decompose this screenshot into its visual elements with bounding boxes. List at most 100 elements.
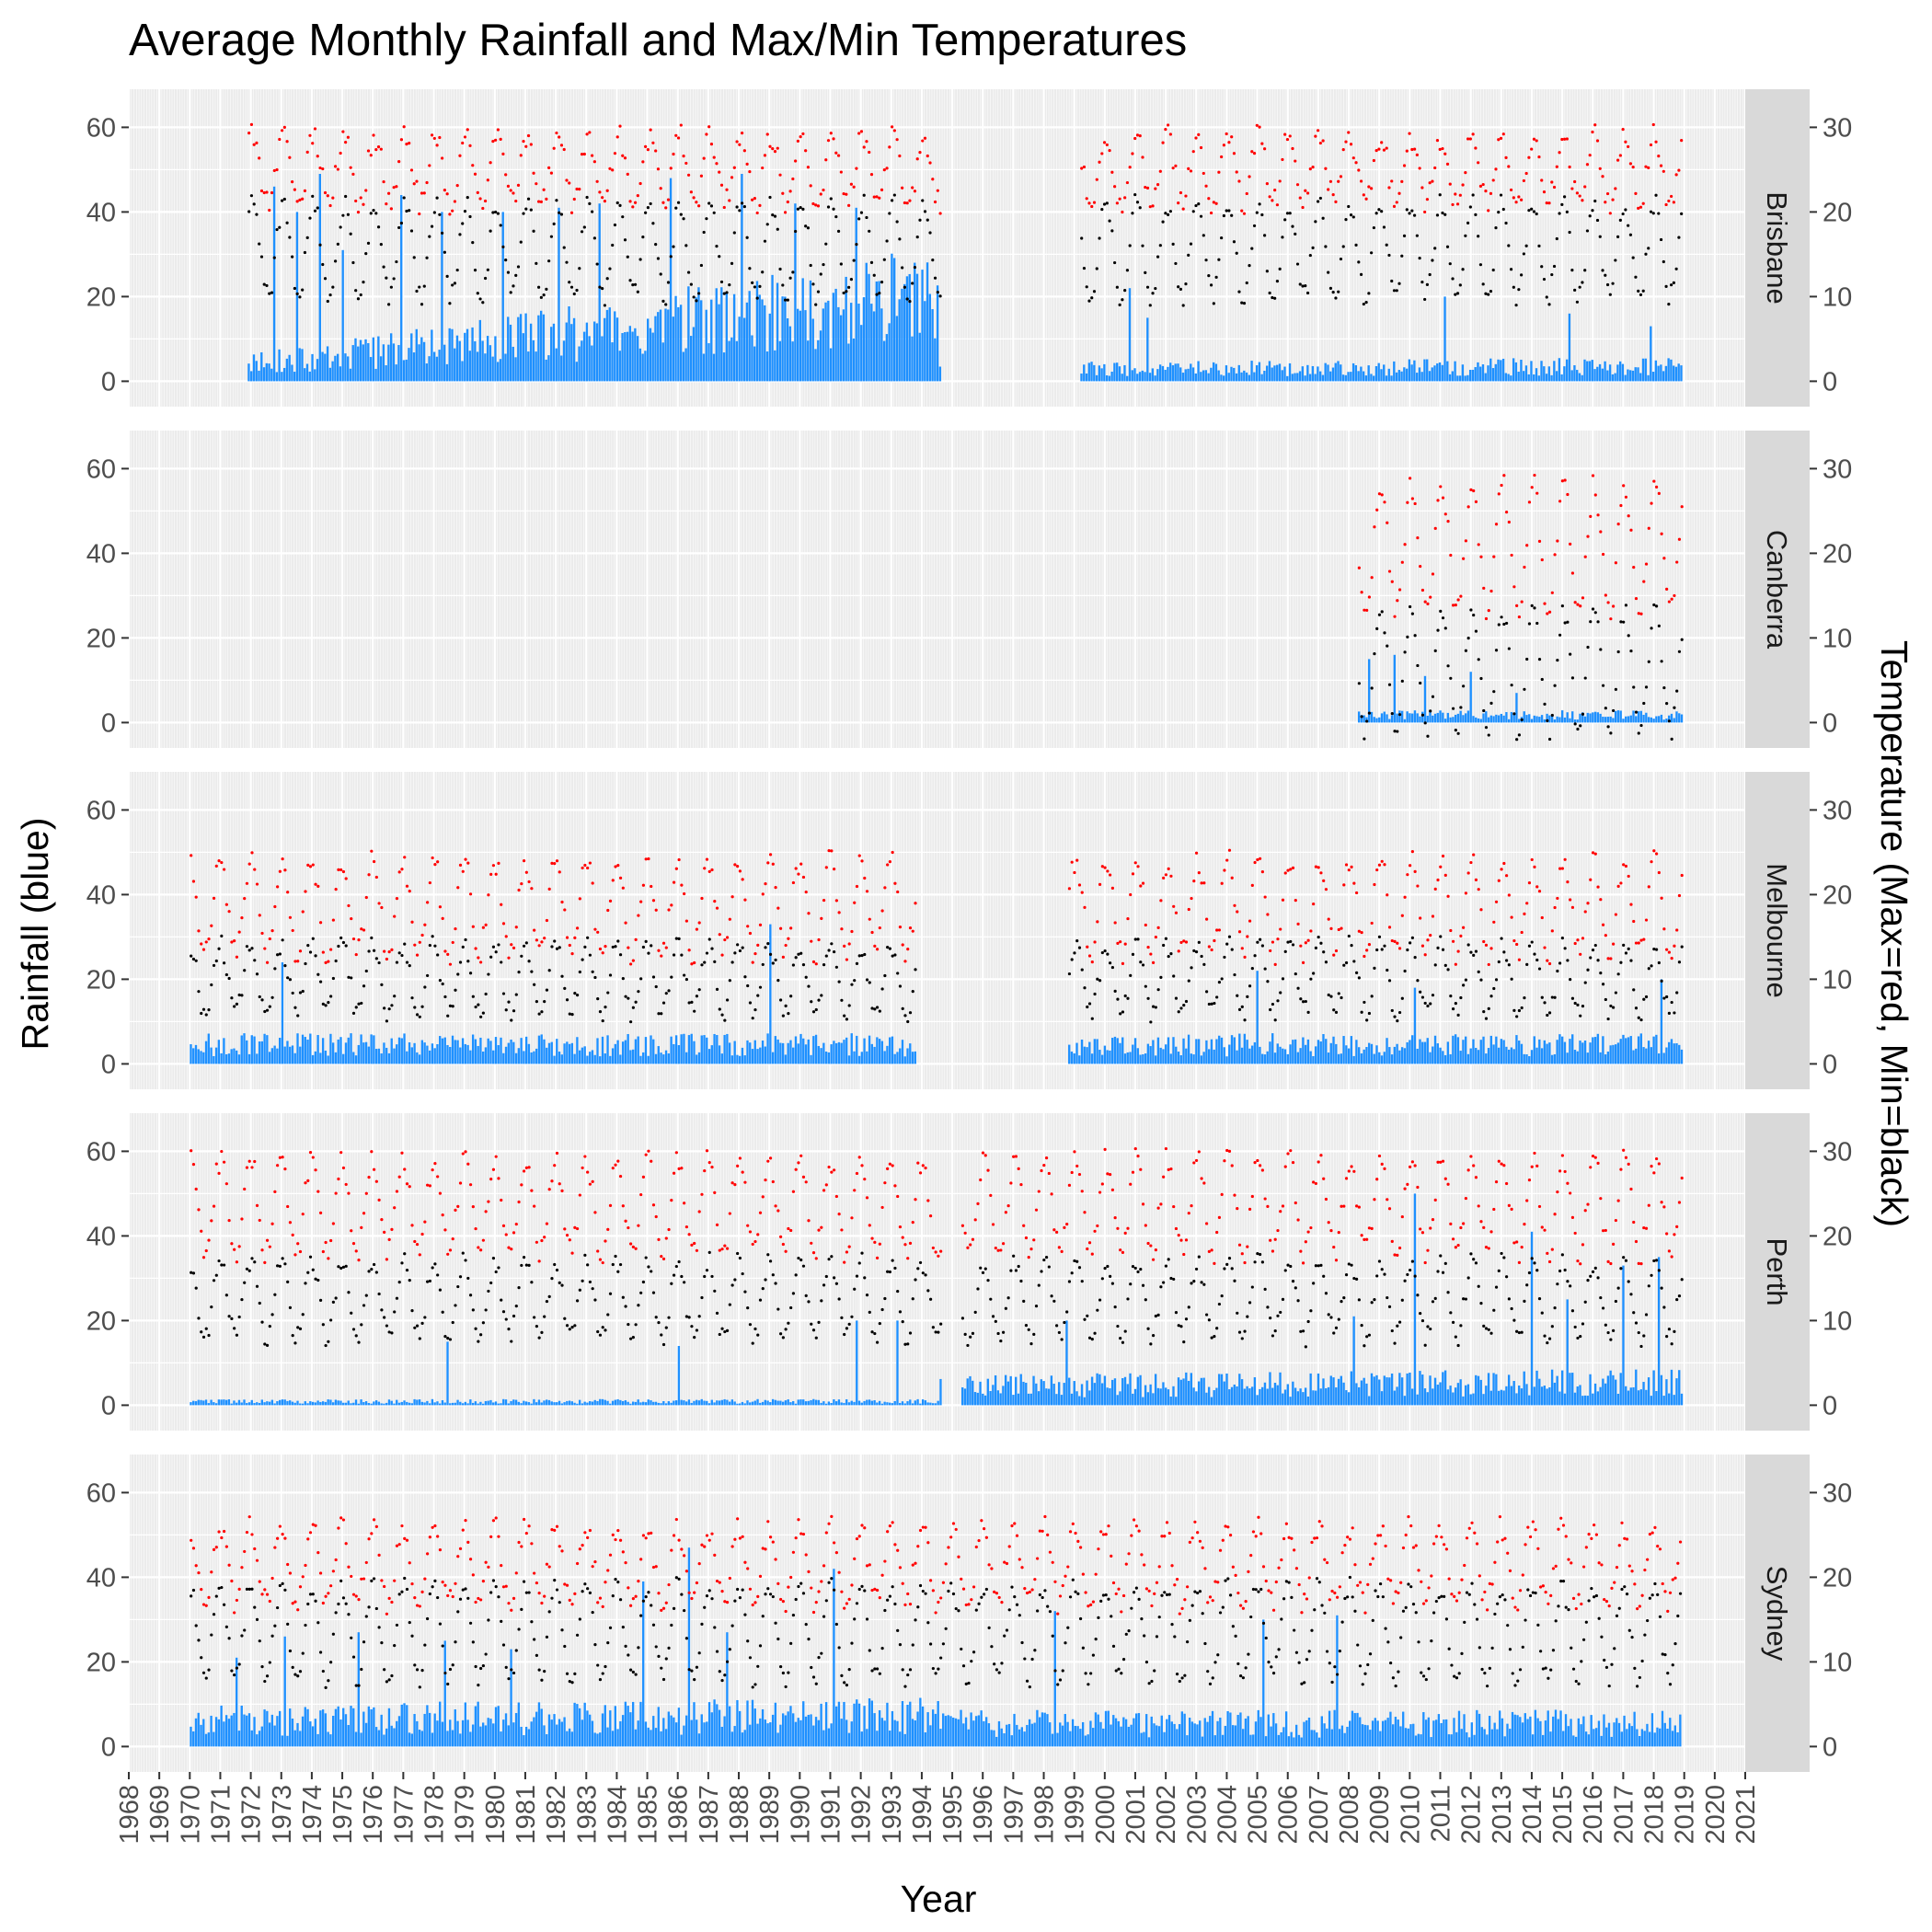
rainfall-bar <box>1344 374 1347 382</box>
max-temp-point <box>314 882 317 886</box>
min-temp-point <box>1527 209 1531 213</box>
max-temp-point <box>683 891 686 896</box>
max-temp-point <box>736 865 740 868</box>
rainfall-bar <box>909 1043 912 1064</box>
rainfall-bar <box>443 1037 446 1064</box>
rainfall-bar <box>661 342 664 382</box>
min-temp-point <box>370 936 374 940</box>
max-temp-point <box>1387 186 1391 190</box>
max-temp-point <box>458 863 463 867</box>
rainfall-bar <box>423 1042 426 1064</box>
rainfall-bar <box>1672 365 1675 382</box>
max-temp-point <box>1484 190 1488 193</box>
rainfall-bar <box>822 1042 825 1064</box>
max-temp-point <box>433 863 437 867</box>
min-temp-point <box>672 953 676 957</box>
rainfall-bar <box>435 356 439 382</box>
rainfall-bar <box>1616 364 1619 382</box>
max-temp-point <box>1164 128 1167 132</box>
max-temp-point <box>565 936 569 939</box>
rainfall-bar <box>1505 1046 1508 1064</box>
rainfall-bar <box>1451 371 1454 382</box>
rainfall-bar <box>352 1052 355 1064</box>
rainfall-bar <box>1489 1035 1492 1064</box>
min-temp-point <box>725 998 730 1002</box>
rainfall-bar <box>928 293 932 382</box>
max-temp-point <box>1354 161 1358 165</box>
min-temp-point <box>1408 212 1411 215</box>
max-temp-point <box>817 937 821 942</box>
min-temp-point <box>364 252 368 256</box>
rainfall-bar <box>471 1034 475 1064</box>
max-temp-point <box>1324 167 1328 170</box>
rainfall-bar <box>1395 372 1398 382</box>
rainfall-bar <box>1441 364 1443 382</box>
max-temp-point <box>1344 140 1348 144</box>
min-temp-point <box>1612 708 1616 713</box>
max-temp-point <box>1632 566 1636 569</box>
rainfall-bar <box>1429 1052 1432 1064</box>
rainfall-bar <box>1639 710 1642 723</box>
rainfall-bar <box>634 328 637 382</box>
rainfall-bar <box>1454 714 1457 723</box>
min-temp-point <box>1207 274 1211 278</box>
rainfall-bar <box>1523 1053 1525 1064</box>
min-temp-point <box>741 946 744 949</box>
max-temp-point <box>1657 491 1661 495</box>
rainfall-bar <box>441 1038 444 1064</box>
max-temp-point <box>270 928 274 933</box>
max-temp-point <box>408 889 411 893</box>
min-temp-point <box>356 297 361 301</box>
right-y-tick-label: 20 <box>1823 198 1852 227</box>
rainfall-bar <box>765 351 769 382</box>
max-temp-point <box>409 168 414 172</box>
rainfall-bar <box>309 1033 312 1064</box>
max-temp-point <box>1383 500 1386 504</box>
rainfall-bar <box>1670 359 1673 382</box>
rainfall-bar <box>938 366 942 382</box>
max-temp-point <box>543 937 546 940</box>
rainfall-bar <box>570 324 573 382</box>
min-temp-point <box>463 209 467 213</box>
max-temp-point <box>393 914 397 918</box>
max-temp-point <box>395 185 398 189</box>
rainfall-bar <box>852 338 856 382</box>
min-temp-point <box>1412 213 1417 217</box>
rainfall-bar <box>1410 713 1414 723</box>
rainfall-bar <box>1204 370 1208 382</box>
min-temp-point <box>837 980 841 983</box>
max-temp-point <box>712 155 716 159</box>
min-temp-point <box>1492 690 1496 694</box>
rainfall-bar <box>674 295 677 382</box>
min-temp-point <box>748 267 752 270</box>
rainfall-bar <box>247 1053 251 1064</box>
min-temp-point <box>331 976 335 981</box>
rainfall-bar <box>1416 713 1419 723</box>
rainfall-bar <box>1573 1050 1577 1064</box>
max-temp-point <box>530 887 534 891</box>
min-temp-point <box>624 995 627 998</box>
max-temp-point <box>753 951 757 956</box>
rainfall-bar <box>1419 1039 1421 1064</box>
max-temp-point <box>842 191 845 196</box>
rainfall-bar <box>276 1048 279 1064</box>
rainfall-bar <box>374 1049 378 1064</box>
rainfall-bar <box>385 365 387 382</box>
min-temp-point <box>471 995 475 998</box>
rainfall-bar <box>456 1040 459 1064</box>
rainfall-bar <box>1568 313 1571 382</box>
rainfall-bar <box>1192 1054 1195 1064</box>
max-temp-point <box>783 211 788 214</box>
min-temp-point <box>1501 207 1505 212</box>
rainfall-bar <box>626 331 629 382</box>
max-temp-point <box>357 938 361 942</box>
rainfall-bar <box>786 318 789 382</box>
rainfall-bar <box>1629 370 1632 382</box>
min-temp-point <box>1390 279 1394 283</box>
rainfall-bar <box>1187 368 1190 382</box>
rainfall-bar <box>1569 718 1571 723</box>
rainfall-bar <box>1263 371 1266 382</box>
min-temp-point <box>1252 224 1257 228</box>
rainfall-bar <box>1599 1052 1602 1064</box>
max-temp-point <box>730 895 734 899</box>
